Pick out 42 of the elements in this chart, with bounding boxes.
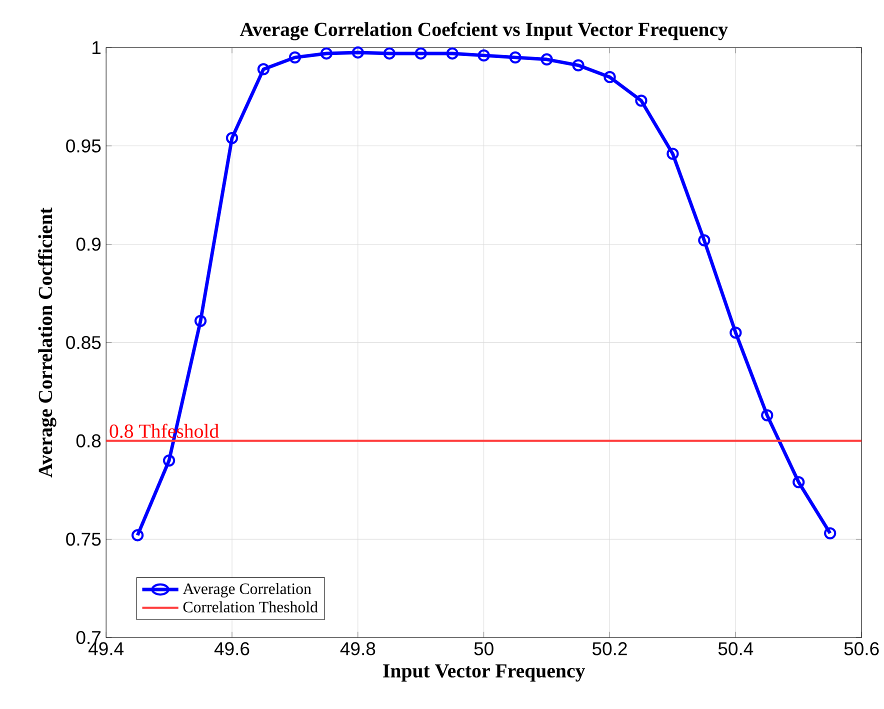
legend-label: Average Correlation	[182, 583, 312, 598]
y-tick-label: 0.9	[76, 238, 101, 251]
point	[666, 148, 679, 160]
point	[226, 132, 238, 144]
y-tick-label: 0.95	[66, 139, 101, 153]
point	[352, 46, 364, 59]
x-axis-title: Input Vector Frequency	[383, 664, 586, 682]
x-tick-label: 49.8	[340, 642, 376, 656]
point	[194, 314, 207, 328]
y-tick-label: 0.7	[76, 630, 100, 644]
y-tick-label: 0.8	[76, 434, 101, 448]
point	[257, 63, 270, 76]
point	[824, 527, 836, 540]
point	[162, 454, 176, 467]
legend-label: Correlation Theshold	[183, 601, 318, 612]
point	[792, 476, 805, 488]
y-tick-label: 1	[92, 41, 101, 54]
x-tick-label: 50.6	[844, 642, 879, 656]
y-tick-label: 0.75	[66, 532, 101, 546]
point	[478, 49, 490, 62]
point	[698, 234, 710, 246]
point	[320, 47, 333, 60]
point	[540, 53, 553, 66]
point	[288, 51, 302, 64]
point	[383, 47, 396, 60]
point	[730, 326, 742, 339]
point	[572, 59, 584, 72]
x-tick-label: 50	[474, 642, 494, 656]
point	[761, 409, 774, 422]
point	[446, 47, 458, 60]
y-axis-title: Average Correlation Cocfficient	[38, 208, 56, 478]
point	[414, 47, 427, 60]
chart-title: Average Correlation Coefcient vs Input Vector Frequency	[240, 22, 728, 40]
point	[131, 529, 144, 542]
point	[604, 71, 616, 84]
point	[635, 94, 648, 107]
y-tick-label: 0.85	[66, 336, 101, 350]
x-tick-label: 49.6	[214, 642, 250, 656]
x-tick-label: 50.2	[592, 642, 627, 656]
x-tick-label: 49.4	[88, 642, 124, 656]
point	[509, 51, 522, 64]
x-tick-label: 50.4	[718, 642, 754, 656]
